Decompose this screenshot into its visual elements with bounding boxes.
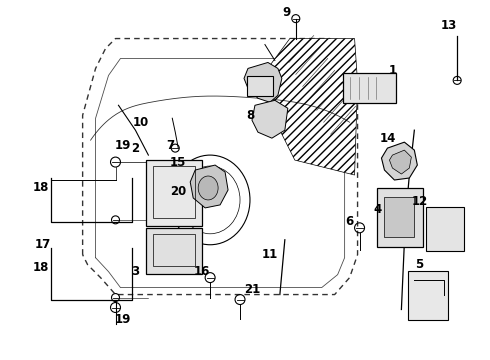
Text: 8: 8 [246, 109, 254, 122]
Text: 16: 16 [194, 265, 210, 278]
Text: 10: 10 [132, 116, 148, 129]
Polygon shape [390, 150, 412, 174]
Text: 2: 2 [131, 141, 140, 155]
Text: 15: 15 [170, 156, 187, 168]
Text: 19: 19 [114, 313, 131, 326]
Polygon shape [252, 100, 288, 138]
FancyBboxPatch shape [385, 197, 415, 237]
FancyBboxPatch shape [426, 207, 464, 251]
Text: 13: 13 [441, 19, 457, 32]
FancyBboxPatch shape [343, 73, 396, 103]
Polygon shape [270, 39, 358, 175]
Text: 18: 18 [33, 261, 49, 274]
Text: 18: 18 [33, 181, 49, 194]
Text: 1: 1 [389, 64, 396, 77]
Text: 20: 20 [170, 185, 186, 198]
Text: 9: 9 [283, 6, 291, 19]
Polygon shape [190, 165, 228, 208]
Text: 17: 17 [35, 238, 51, 251]
FancyBboxPatch shape [147, 228, 202, 274]
Text: 7: 7 [166, 139, 174, 152]
FancyBboxPatch shape [247, 76, 273, 96]
FancyBboxPatch shape [377, 188, 423, 247]
FancyBboxPatch shape [147, 160, 202, 226]
Polygon shape [382, 142, 417, 180]
Text: 19: 19 [114, 139, 131, 152]
Text: 4: 4 [373, 203, 382, 216]
Text: 12: 12 [411, 195, 427, 208]
Text: 5: 5 [415, 258, 423, 271]
FancyBboxPatch shape [408, 271, 448, 320]
Text: 21: 21 [244, 283, 260, 296]
Text: 3: 3 [131, 265, 140, 278]
Text: 14: 14 [379, 132, 395, 145]
Polygon shape [244, 62, 282, 102]
Ellipse shape [198, 176, 218, 200]
Text: 6: 6 [345, 215, 354, 228]
Text: 11: 11 [262, 248, 278, 261]
